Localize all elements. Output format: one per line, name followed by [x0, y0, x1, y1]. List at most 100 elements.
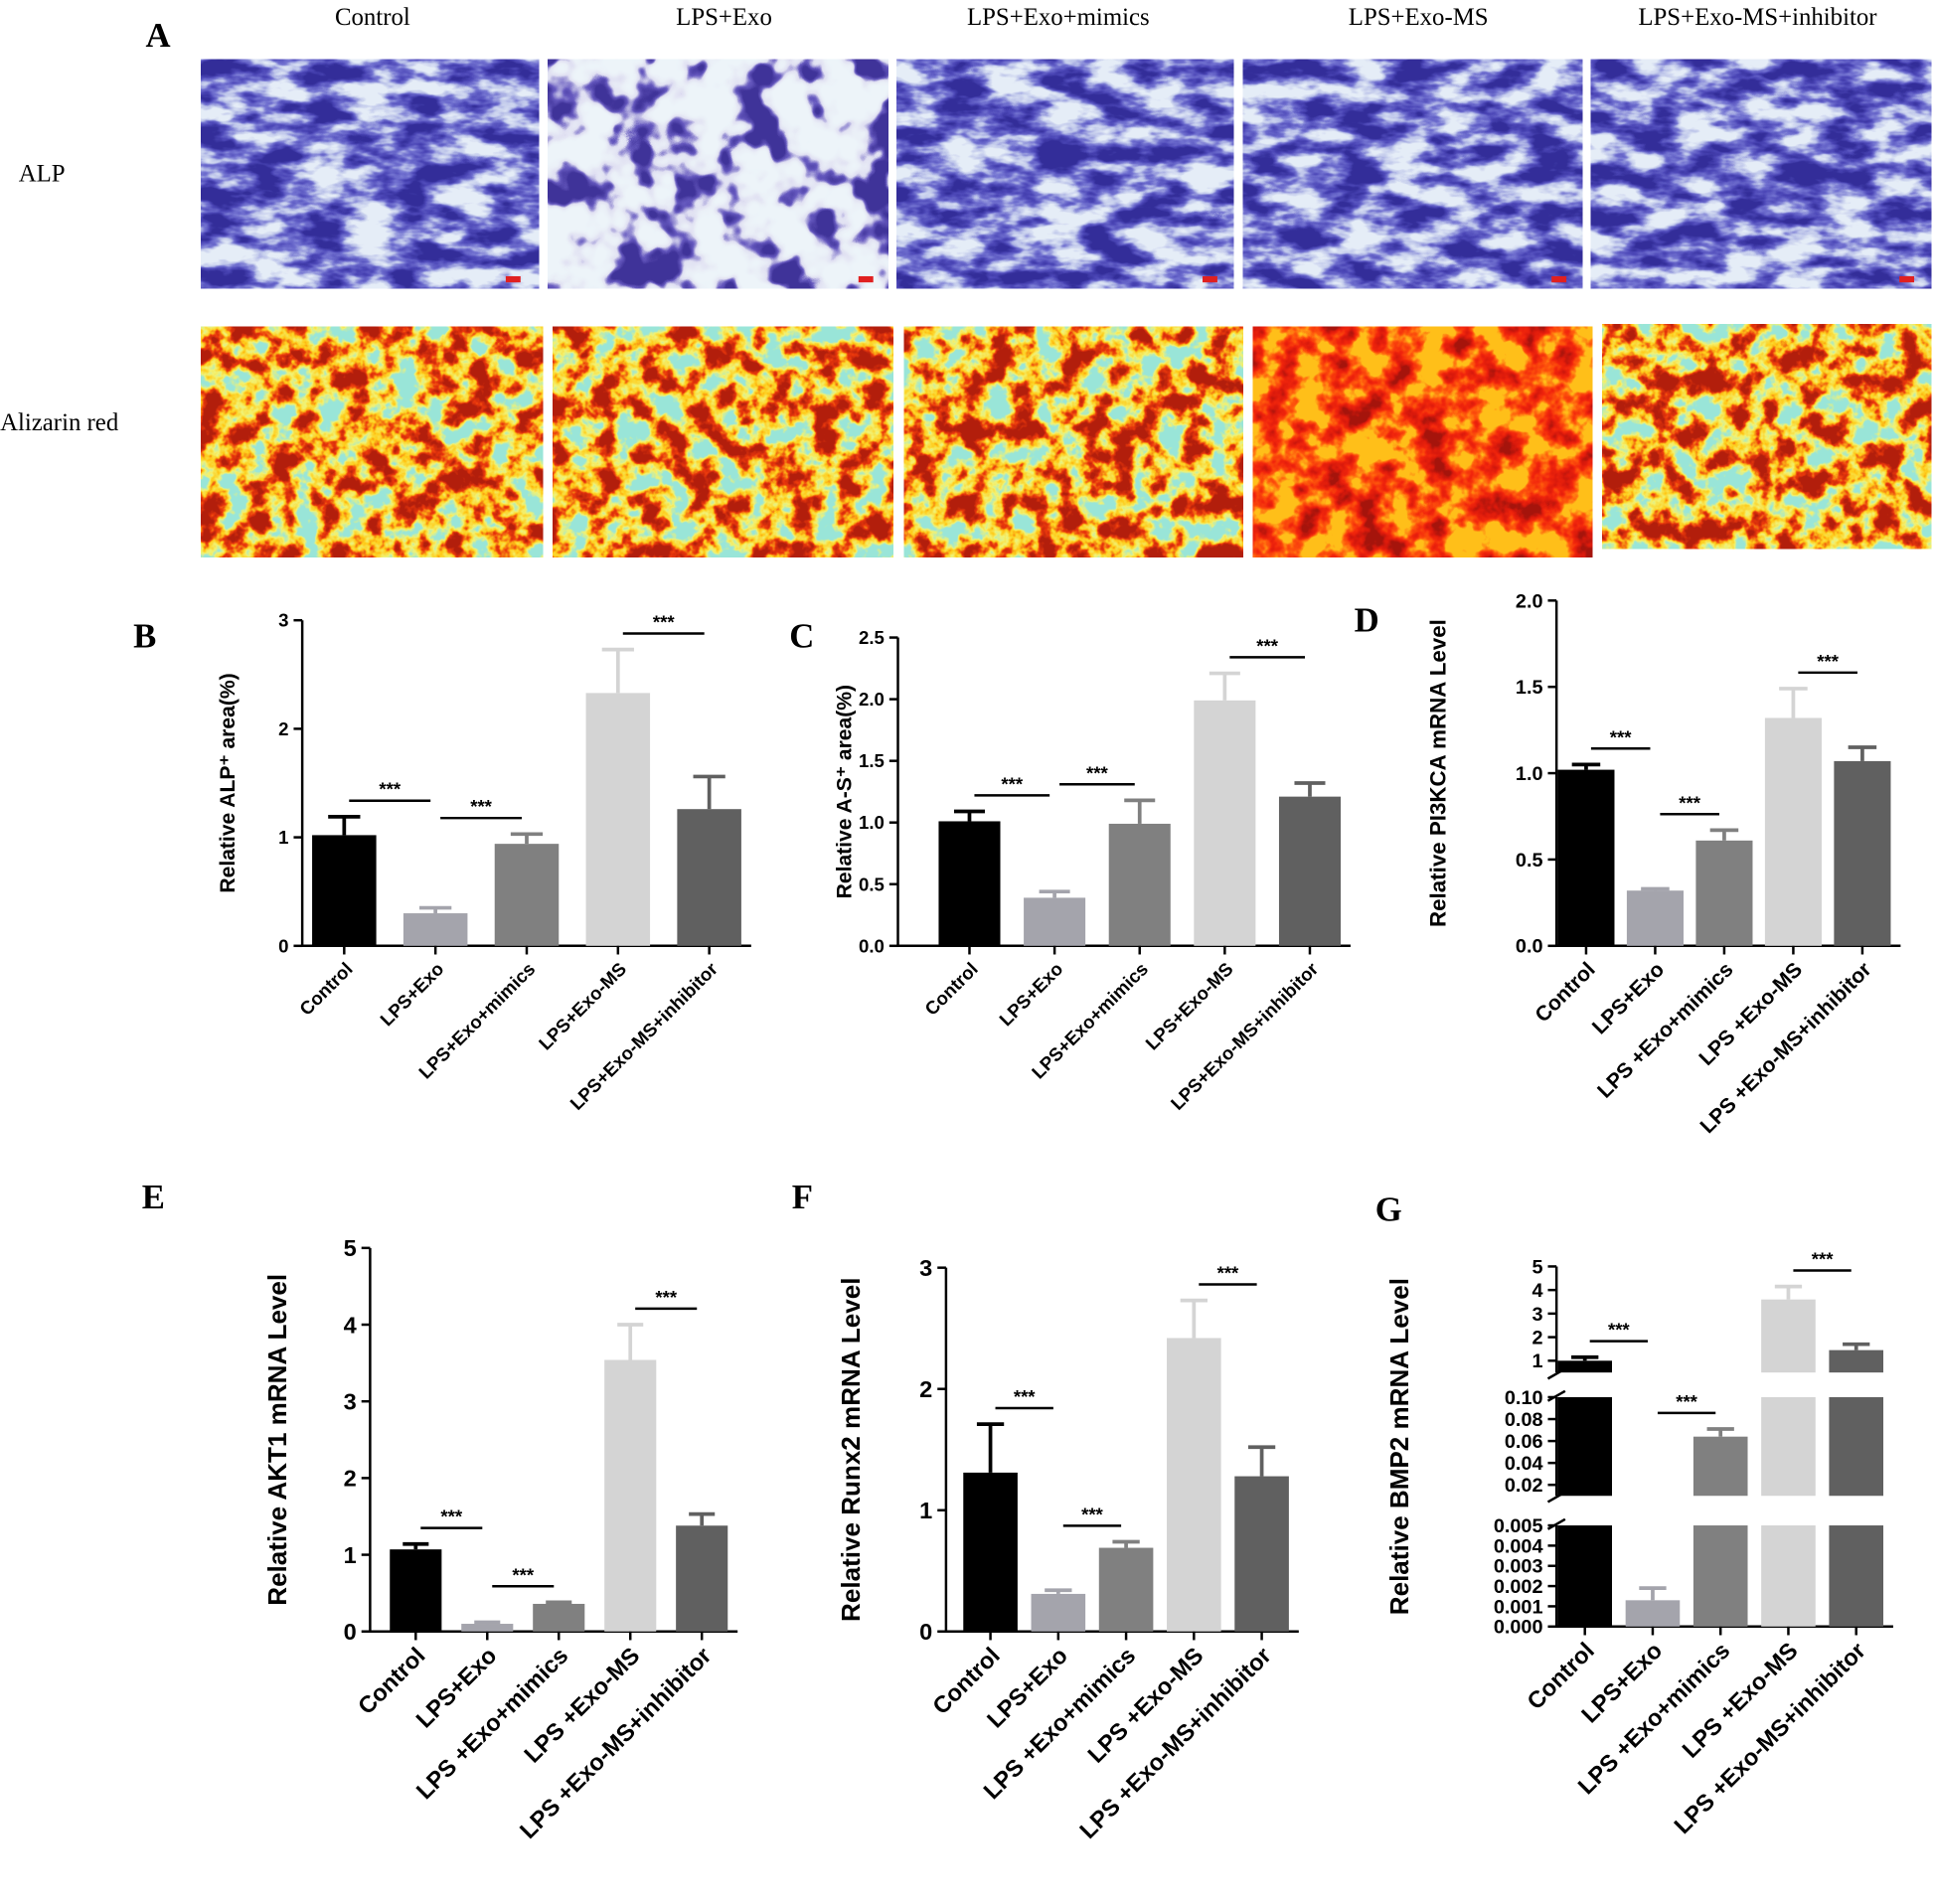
significance-label: *** — [1676, 1391, 1697, 1412]
significance-label: *** — [1001, 773, 1023, 794]
significance-label: *** — [1608, 1320, 1630, 1341]
significance-label: *** — [470, 796, 492, 817]
x-tick-label: LPS+Exo-MS — [535, 958, 630, 1053]
panel-label: G — [1375, 1190, 1402, 1229]
y-tick-label: 2 — [1531, 1328, 1542, 1349]
x-tick-label: LPS +Exo+mimics — [1593, 958, 1738, 1103]
significance-label: *** — [1086, 762, 1108, 783]
scale-bar — [1203, 275, 1217, 283]
bar — [1031, 1593, 1086, 1632]
x-tick-label: LPS+Exo-MS — [1141, 958, 1236, 1053]
bar — [1626, 890, 1684, 946]
y-tick-label: 3 — [919, 1255, 932, 1281]
significance-label: *** — [1679, 792, 1700, 813]
y-tick-label: 0 — [278, 935, 288, 956]
bar — [494, 844, 560, 946]
micrograph — [201, 59, 540, 289]
bar-chart: D 0.0 0.5 1.0 1.5 2.0 Relative PI3KCA mRNA Lev… — [1355, 590, 1901, 1138]
bar — [1557, 769, 1615, 946]
micrograph — [896, 59, 1234, 289]
bar — [312, 835, 377, 946]
micrograph — [553, 326, 893, 557]
significance-label: *** — [1014, 1386, 1036, 1407]
y-tick-label: 2.0 — [1516, 590, 1543, 612]
micrograph — [1242, 59, 1583, 289]
bar — [1024, 897, 1086, 946]
bar — [461, 1624, 514, 1632]
bar — [1098, 1547, 1154, 1632]
y-tick-label: 1.5 — [859, 750, 885, 771]
y-tick-label: 0.0 — [859, 935, 885, 956]
significance-label: *** — [653, 612, 675, 633]
significance-label: *** — [379, 779, 401, 800]
panel-label: D — [1355, 600, 1379, 639]
bar — [1692, 1436, 1748, 1497]
micrograph — [548, 59, 888, 289]
bar — [1761, 1396, 1816, 1497]
x-tick-label: LPS+Exo-MS+inhibitor — [565, 958, 722, 1114]
y-tick-label: 2.5 — [859, 627, 885, 648]
significance-label: *** — [1610, 726, 1632, 747]
significance-label: *** — [440, 1507, 462, 1527]
micrograph — [201, 326, 544, 557]
panel-label: F — [792, 1178, 813, 1216]
column-label: Control — [335, 4, 410, 31]
y-axis-label: Relative ALP⁺ area(%) — [217, 673, 240, 892]
bar — [1234, 1476, 1289, 1632]
significance-label: *** — [1256, 635, 1278, 656]
y-axis-label: Relative BMP2 mRNA Level — [1384, 1278, 1414, 1615]
y-tick-label: 0.04 — [1505, 1453, 1543, 1475]
column-label: LPS+Exo — [676, 4, 772, 31]
y-tick-label: 0 — [344, 1619, 357, 1645]
bar — [676, 1525, 728, 1632]
significance-label: *** — [1081, 1504, 1103, 1524]
micrograph — [1602, 324, 1932, 550]
x-tick-label: Control — [295, 958, 357, 1020]
column-label: LPS+Exo-MS+inhibitor — [1638, 4, 1877, 31]
y-tick-label: 0.003 — [1494, 1556, 1543, 1578]
y-tick-label: 0.08 — [1505, 1409, 1543, 1431]
axis-break — [1546, 1517, 1566, 1530]
bar — [1761, 1525, 1816, 1627]
x-tick-label: Control — [1531, 958, 1599, 1027]
x-tick-label: Control — [920, 958, 982, 1020]
significance-label: *** — [1817, 651, 1839, 672]
bar — [585, 693, 651, 946]
y-tick-label: 1.0 — [1516, 763, 1543, 785]
significance-label: *** — [655, 1287, 677, 1308]
bar-chart: G0.0000.0010.0020.0030.0040.0050.020.040… — [1375, 1190, 1893, 1838]
y-tick-label: 2 — [278, 718, 288, 739]
scale-bar — [858, 275, 874, 283]
y-tick-label: 0.06 — [1505, 1431, 1543, 1453]
bar — [1829, 1349, 1884, 1373]
alizarin-row — [201, 324, 1932, 557]
bar — [1834, 760, 1891, 946]
y-tick-label: 0.002 — [1494, 1576, 1543, 1598]
bar — [1194, 700, 1256, 946]
y-tick-label: 4 — [1531, 1280, 1542, 1302]
bar — [677, 809, 741, 946]
y-tick-label: 0.10 — [1505, 1387, 1543, 1409]
y-tick-label: 0.0 — [1516, 936, 1543, 958]
bar — [1108, 823, 1171, 946]
x-tick-label: LPS+Exo — [376, 958, 447, 1030]
bar — [963, 1472, 1018, 1632]
y-tick-label: 1.5 — [1516, 677, 1543, 699]
alp-row — [201, 59, 1932, 289]
y-axis-label: Relative AKT1 mRNA Level — [262, 1274, 292, 1606]
column-label: LPS+Exo-MS — [1349, 4, 1489, 31]
y-tick-label: 2.0 — [859, 689, 885, 710]
bar — [1557, 1396, 1613, 1497]
y-tick-label: 0.5 — [859, 873, 885, 894]
column-label: LPS+Exo+mimics — [967, 4, 1150, 31]
bar — [403, 913, 468, 946]
y-tick-label: 4 — [344, 1312, 357, 1338]
y-tick-label: 5 — [1531, 1256, 1542, 1278]
y-tick-label: 0.001 — [1494, 1596, 1543, 1618]
bar-chart: C 0.0 0.5 1.0 1.5 2.0 2.5 Relative A-S⁺ area(%)… — [789, 616, 1351, 1114]
panel-label: B — [133, 616, 156, 655]
micrograph — [1252, 326, 1593, 557]
